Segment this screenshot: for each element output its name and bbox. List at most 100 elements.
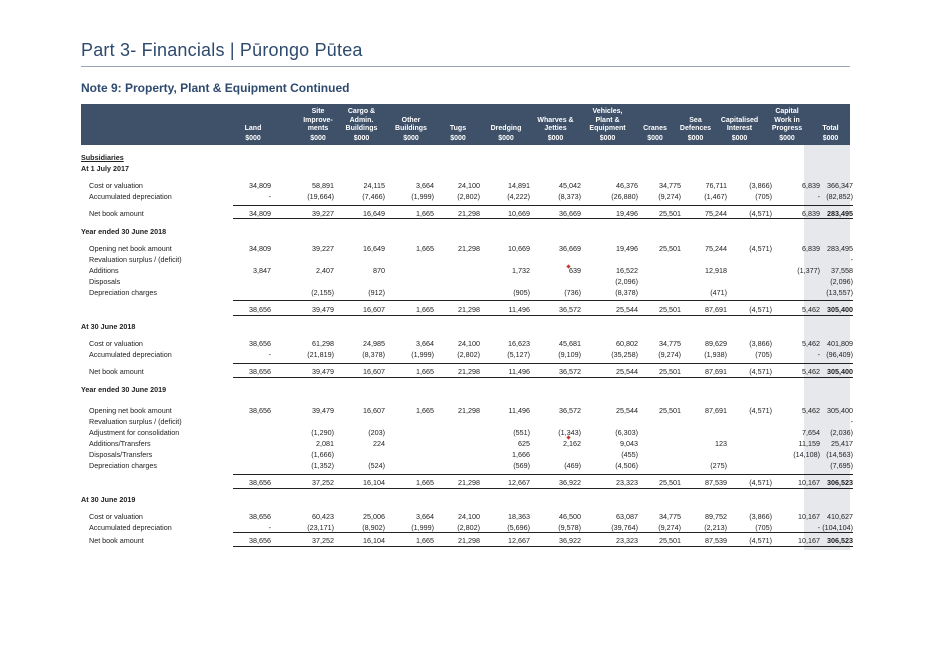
cell-4: (1,999)	[411, 350, 434, 359]
cell-5: (2,802)	[457, 350, 480, 359]
cell-6: 10,669	[508, 244, 530, 253]
column-header-12: Capital Work in Progress $000	[750, 104, 824, 145]
cell-13: 366,347	[827, 181, 853, 190]
cell-10: 75,244	[705, 244, 727, 253]
cell-8: (39,764)	[611, 523, 638, 532]
cell-8: (6,303)	[615, 428, 638, 437]
cell-6: (905)	[513, 288, 530, 297]
cell-7: 36,922	[559, 536, 581, 545]
cell-7: (736)	[564, 288, 581, 297]
cell-5: 21,298	[458, 536, 480, 545]
total-rule	[233, 218, 853, 219]
table-row: Revaluation surplus / (deficit) -	[81, 416, 853, 427]
cell-5: (2,802)	[457, 523, 480, 532]
cell-6: 1,666	[512, 450, 530, 459]
cell-1: 38,656	[249, 339, 271, 348]
row-label: At 30 June 2018	[81, 322, 136, 331]
table-row: Accumulated depreciation - (23,171) (8,902)…	[81, 522, 853, 533]
cell-2: 39,479	[312, 367, 334, 376]
cell-1: 34,809	[249, 209, 271, 218]
cell-2: 39,227	[312, 244, 334, 253]
cell-5: 24,100	[458, 181, 480, 190]
row-label: Net book amount	[89, 209, 144, 218]
cell-6: (551)	[513, 428, 530, 437]
table-row: Disposals/Transfers (1,666) 1,666 (455) (14,…	[81, 449, 853, 460]
cell-5: 21,298	[458, 209, 480, 218]
cell-1: 38,656	[249, 478, 271, 487]
column-header-unit: $000	[403, 135, 419, 142]
column-header-1: Land $000	[231, 104, 275, 145]
cell-10: 87,539	[705, 536, 727, 545]
row-label: Year ended 30 June 2019	[81, 385, 167, 394]
column-header-unit: $000	[731, 135, 748, 142]
cell-2: 61,298	[312, 339, 334, 348]
column-header-13: Total $000	[804, 104, 857, 145]
cell-1: 38,656	[249, 305, 271, 314]
section-heading: At 30 June 2018	[81, 321, 850, 332]
cell-8: 23,323	[616, 478, 638, 487]
cell-6: 1,732	[512, 266, 530, 275]
row-label: Accumulated depreciation	[89, 523, 172, 532]
cell-3: (7,466)	[362, 192, 385, 201]
column-header-label: Dredging	[490, 125, 522, 133]
cell-12: (14,108)	[793, 450, 820, 459]
section-heading: Subsidiaries	[81, 152, 850, 163]
cell-10: (275)	[710, 461, 727, 470]
cell-9: 34,775	[659, 512, 681, 521]
cell-3: (8,378)	[362, 350, 385, 359]
cell-2: (1,666)	[311, 450, 334, 459]
cell-13: (82,852)	[826, 192, 853, 201]
cell-2: 2,081	[316, 439, 334, 448]
cell-9: 25,501	[659, 478, 681, 487]
cell-2: (19,664)	[307, 192, 334, 201]
table-row: Adjustment for consolidation (1,290) (203)…	[81, 427, 853, 438]
cell-2: (1,290)	[311, 428, 334, 437]
cell-10: 76,711	[705, 181, 727, 190]
column-header-7: Wharves & Jetties $000	[526, 104, 585, 145]
row-label: Accumulated depreciation	[89, 192, 172, 201]
column-header-unit: $000	[647, 135, 663, 142]
cell-11: (4,571)	[749, 536, 772, 545]
column-header-11: Capitalised Interest $000	[703, 104, 776, 145]
cell-1: 38,656	[249, 367, 271, 376]
cell-4: 1,665	[416, 406, 434, 415]
cell-3: 16,104	[363, 478, 385, 487]
column-header-unit: $000	[822, 135, 839, 142]
total-column-shading	[804, 104, 850, 550]
row-label: Depreciation charges	[89, 461, 157, 470]
cell-2: 39,479	[312, 406, 334, 415]
cell-2: (23,171)	[307, 523, 334, 532]
cell-1: 38,656	[249, 512, 271, 521]
cell-3: 16,649	[363, 244, 385, 253]
column-header-5: Tugs $000	[432, 104, 484, 145]
column-header-unit: $000	[547, 135, 564, 142]
column-header-unit: $000	[353, 135, 370, 142]
cell-9: 25,501	[659, 209, 681, 218]
cell-13: -	[850, 417, 853, 426]
cell-11: (3,866)	[749, 512, 772, 521]
cell-6: 16,623	[508, 339, 530, 348]
cell-12: 5,462	[802, 367, 820, 376]
column-header-label: Other Buildings	[395, 116, 427, 133]
cell-11: (3,866)	[749, 339, 772, 348]
cell-2: (1,352)	[311, 461, 334, 470]
column-header-unit: $000	[498, 135, 514, 142]
cell-8: 23,323	[616, 536, 638, 545]
row-label: At 30 June 2019	[81, 495, 136, 504]
cell-10: (2,213)	[704, 523, 727, 532]
cell-3: 224	[373, 439, 385, 448]
cell-6: (5,696)	[507, 523, 530, 532]
row-label: Cost or valuation	[89, 339, 143, 348]
cell-13: 283,495	[827, 244, 853, 253]
row-label: Subsidiaries	[81, 153, 124, 162]
subtotal-rule	[233, 532, 853, 533]
cell-2: 60,423	[312, 512, 334, 521]
cell-13: -	[850, 255, 853, 264]
cell-7: (469)	[564, 461, 581, 470]
table-row: 38,656 39,479 16,607 1,665 21,298 11,496 36,57…	[81, 304, 853, 315]
cell-12: 7,654	[802, 428, 820, 437]
cell-8: 25,544	[616, 367, 638, 376]
cell-9: (9,274)	[658, 523, 681, 532]
column-header-unit: $000	[687, 135, 704, 142]
cell-7: 36,922	[559, 478, 581, 487]
